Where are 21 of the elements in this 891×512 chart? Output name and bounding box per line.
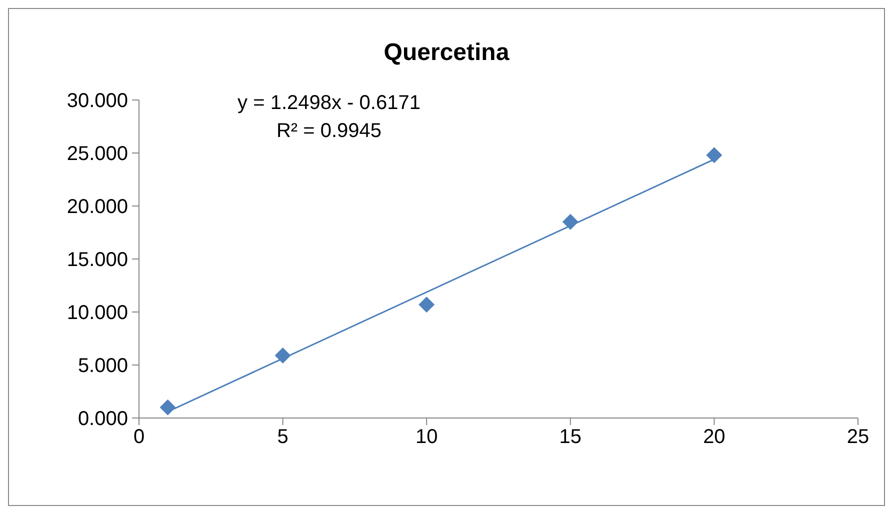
y-tick-label: 5.000 [78, 355, 128, 378]
y-tick-label: 20.000 [66, 196, 128, 218]
chart-title: Quercetina [382, 39, 510, 67]
y-tick-label: 15.000 [66, 249, 128, 272]
x-tick-label: 10 [415, 426, 438, 448]
x-tick-label: 0 [133, 426, 145, 448]
x-tick-label: 15 [559, 426, 582, 448]
point [562, 214, 578, 230]
annotation: R² = 0.9945 [275, 120, 383, 143]
x-tick-label: 5 [277, 426, 288, 448]
x-tick-label: 20 [703, 426, 726, 448]
y-tick-label: 10.000 [66, 302, 128, 324]
y-tick-label: 0.000 [78, 408, 128, 430]
point [274, 347, 291, 364]
point [706, 147, 722, 164]
point [418, 296, 435, 313]
annotation: y = 1.2498x - 0.6171 [236, 92, 422, 115]
x-tick-label: 25 [846, 426, 870, 448]
point [160, 399, 176, 416]
y-tick-label: 30.000 [66, 90, 128, 112]
y-tick-label: 25.000 [66, 143, 128, 166]
